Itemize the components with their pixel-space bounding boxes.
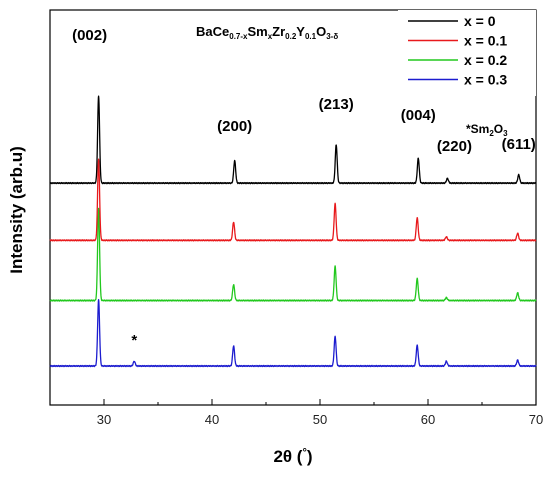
x-axis-label: 2θ (°) bbox=[273, 447, 312, 466]
series-line bbox=[49, 158, 537, 242]
legend-entry: x = 0.3 bbox=[464, 72, 507, 88]
chart-title: BaCe0.7-xSmxZr0.2Y0.1O3-δ bbox=[196, 24, 338, 41]
peak-label: (004) bbox=[401, 107, 436, 124]
legend-entry: x = 0.1 bbox=[464, 33, 507, 49]
series-line bbox=[49, 298, 537, 368]
y-axis-label: Intensity (arb.u) bbox=[7, 146, 26, 274]
peak-label: (220) bbox=[437, 138, 472, 155]
legend-entry: x = 0 bbox=[464, 13, 496, 29]
legend: x = 0 x = 0.1 x = 0.2 x = 0.3 bbox=[398, 10, 536, 96]
series-line bbox=[49, 95, 537, 185]
peak-label: (213) bbox=[319, 96, 354, 113]
x-axis-ticks: 30 40 50 60 70 bbox=[49, 399, 543, 427]
plot-frame bbox=[49, 9, 537, 406]
x-tick-label: 30 bbox=[97, 412, 111, 427]
peak-label: (200) bbox=[217, 118, 252, 135]
x-tick-label: 50 bbox=[313, 412, 327, 427]
impurity-note: *Sm2O3 bbox=[466, 122, 508, 138]
legend-box bbox=[398, 10, 536, 96]
peak-label: (611) bbox=[502, 136, 536, 153]
x-tick-label: 70 bbox=[529, 412, 543, 427]
series-line bbox=[49, 207, 537, 302]
peak-labels: (002) (200) (213) (004)(220) (611) * bbox=[72, 27, 536, 349]
peak-label: (002) bbox=[72, 27, 107, 44]
impurity-marker: * bbox=[131, 332, 137, 349]
series-layer bbox=[49, 95, 537, 368]
legend-entry: x = 0.2 bbox=[464, 52, 507, 68]
x-tick-label: 40 bbox=[205, 412, 219, 427]
x-tick-label: 60 bbox=[421, 412, 435, 427]
